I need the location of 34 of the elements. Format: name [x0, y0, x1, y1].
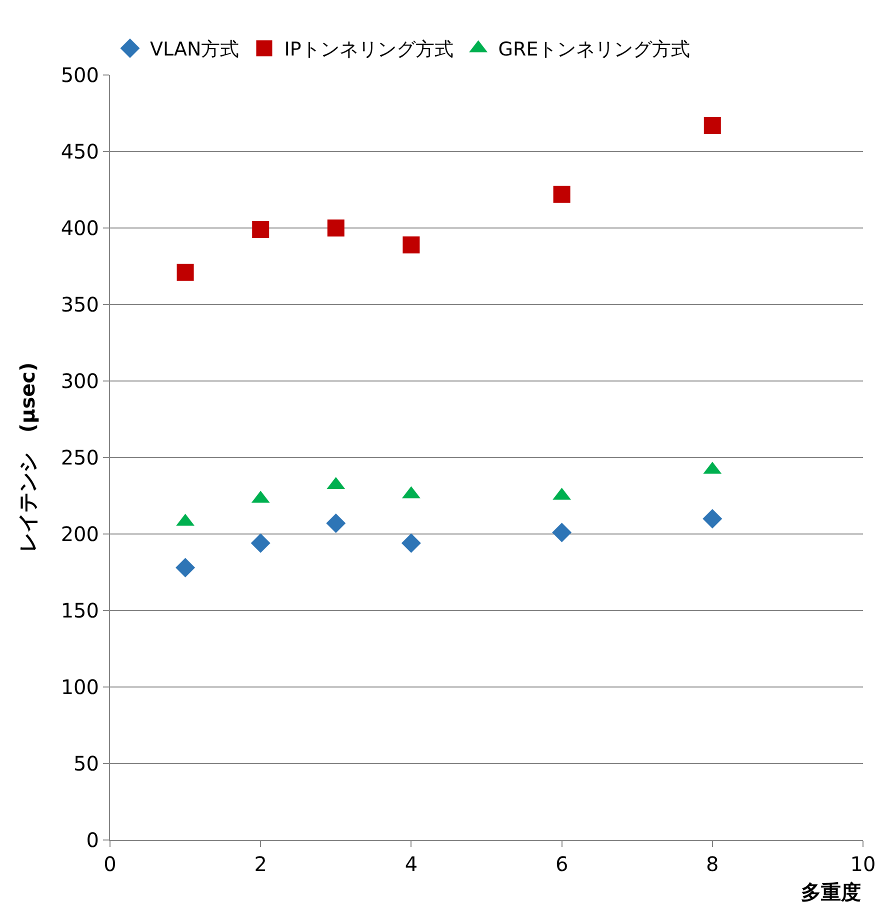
y-tick-label: 400 [60, 216, 99, 240]
point [250, 533, 270, 553]
point [327, 220, 344, 236]
legend-label: VLAN方式 [150, 38, 240, 61]
point [176, 558, 196, 578]
y-tick-label: 500 [60, 63, 99, 87]
y-tick-label: 0 [86, 828, 99, 852]
y-tick-label: 100 [60, 675, 99, 699]
point [402, 236, 420, 254]
legend-label: IPトンネリング方式 [284, 38, 454, 61]
x-tick-label: 10 [850, 852, 876, 876]
y-tick-label: 350 [60, 292, 99, 316]
x-tick-label: 8 [706, 852, 719, 876]
point [553, 186, 570, 203]
point [401, 533, 421, 553]
y-tick-label: 450 [60, 140, 99, 164]
y-tick-label: 200 [60, 522, 99, 546]
y-axis-title: レイテンシ (μsec) [15, 362, 40, 553]
x-tick-label: 4 [404, 852, 418, 876]
point [704, 116, 721, 134]
point [702, 508, 722, 528]
point [552, 522, 572, 542]
x-tick-label: 6 [555, 852, 568, 876]
y-tick-label: 50 [74, 752, 99, 776]
x-tick-label: 0 [104, 852, 116, 876]
legend-label: GREトンネリング方式 [498, 38, 690, 61]
x-axis-title: 多重度 [801, 880, 861, 904]
y-tick-label: 250 [60, 446, 99, 470]
y-tick-label: 150 [60, 598, 99, 622]
y-tick-label: 300 [60, 369, 99, 393]
point [176, 264, 194, 281]
point [326, 514, 346, 534]
x-tick-label: 2 [254, 852, 267, 876]
point [252, 221, 270, 238]
